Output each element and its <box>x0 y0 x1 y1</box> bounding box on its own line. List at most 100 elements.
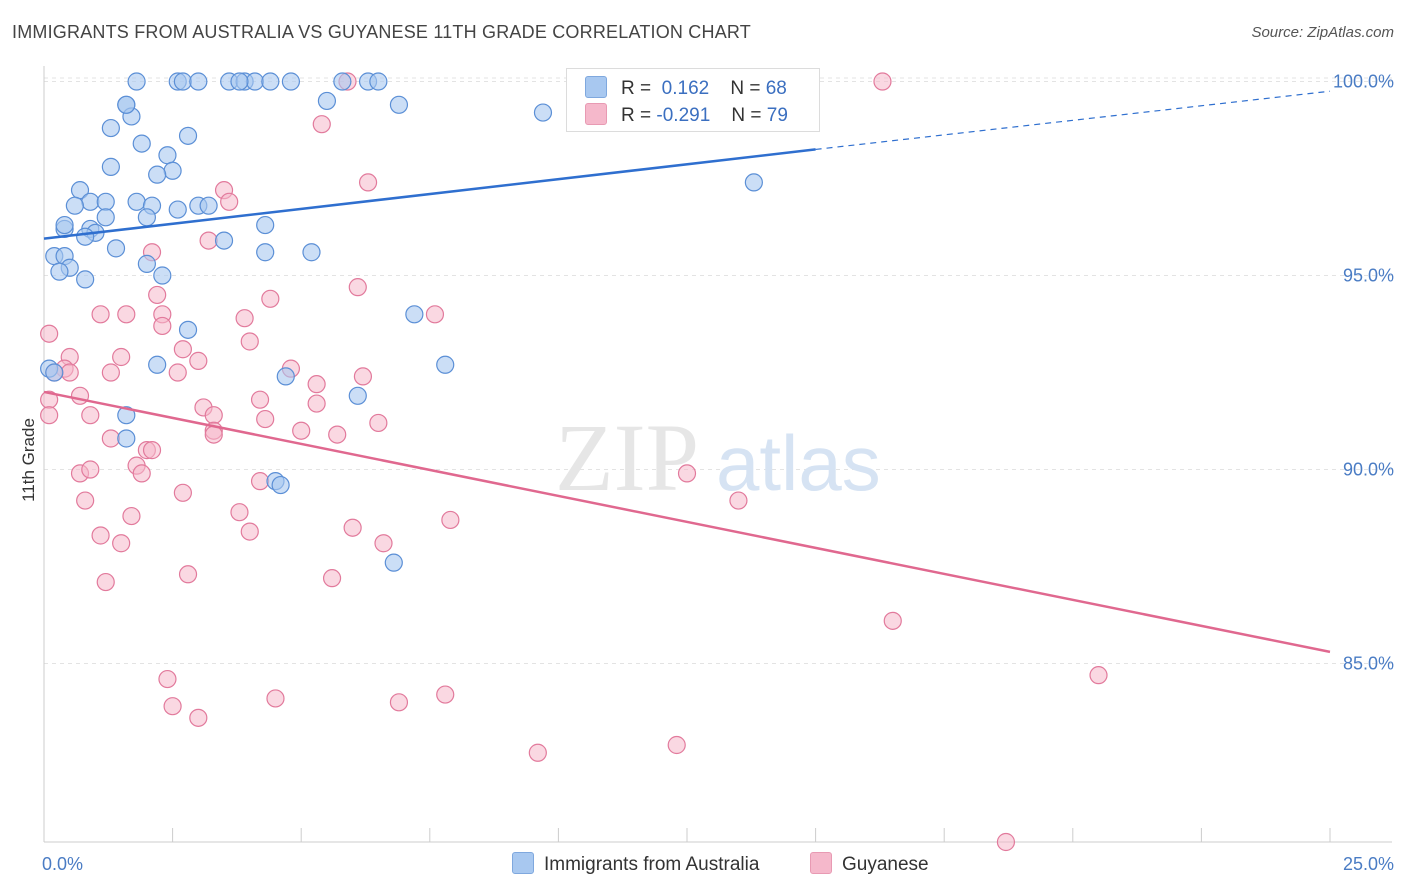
guyanese-point <box>307 394 326 413</box>
guyanese-point <box>528 743 547 762</box>
australia-point <box>96 208 115 227</box>
bottom-legend-swatch-guyanese <box>810 852 832 874</box>
australia-point <box>127 192 146 211</box>
guyanese-point <box>425 305 445 324</box>
legend-r-label: R = <box>621 105 652 126</box>
australia-point <box>163 161 182 180</box>
guyanese-point <box>189 708 208 727</box>
guyanese-point <box>266 689 285 708</box>
axes <box>43 66 1392 843</box>
chart-title: IMMIGRANTS FROM AUSTRALIA VS GUYANESE 11… <box>12 22 751 42</box>
australia-point <box>137 254 156 273</box>
guyanese-point <box>40 324 59 343</box>
guyanese-point <box>173 483 192 502</box>
legend-n-value: 68 <box>765 78 787 99</box>
australia-point <box>533 103 553 122</box>
watermark-atlas: atlas <box>716 419 881 507</box>
legend-row-guyanese: R = -0.291 N = 79 <box>585 103 788 127</box>
guyanese-point <box>343 518 362 537</box>
australia-point <box>76 227 95 246</box>
legend-row-australia: R = 0.162 N = 68 <box>585 76 787 100</box>
guyanese-point <box>70 386 90 405</box>
legend-n-value: 79 <box>766 105 788 126</box>
guyanese-point <box>328 425 347 444</box>
australia-point <box>101 157 120 176</box>
australia-point <box>65 196 84 215</box>
guyanese-point <box>96 572 115 592</box>
australia-point <box>199 196 218 215</box>
guyanese-point <box>261 289 280 308</box>
australia-point <box>214 231 234 250</box>
australia-trend-line <box>43 148 816 240</box>
guyanese-point <box>230 503 249 522</box>
guyanese-point <box>60 363 79 382</box>
y-axis-label: 11th Grade <box>19 418 38 502</box>
australia-point <box>158 146 177 165</box>
bottom-legend-guyanese: Guyanese <box>810 852 929 876</box>
guyanese-point <box>81 406 100 425</box>
guyanese-point <box>91 526 110 545</box>
guyanese-point <box>81 460 100 479</box>
australia-point <box>436 355 455 374</box>
tick-labels: 85.0% 90.0% 95.0% 100.0% 0.0% 25.0% <box>42 72 1394 874</box>
australia-points <box>40 72 763 572</box>
guyanese-point <box>677 464 697 483</box>
guyanese-point <box>40 406 59 425</box>
australia-point <box>148 355 167 374</box>
y-tick-label: 85.0% <box>1343 654 1394 674</box>
australia-point <box>76 270 95 289</box>
x-tick-label: 25.0% <box>1343 854 1394 874</box>
australia-point <box>389 95 409 114</box>
australia-point <box>245 72 265 91</box>
x-tick-label: 0.0% <box>42 854 83 874</box>
australia-point <box>230 72 249 91</box>
guyanese-point <box>173 340 192 359</box>
australia-point <box>256 243 275 262</box>
guyanese-point <box>353 367 373 386</box>
guyanese-point <box>158 669 177 689</box>
guyanese-point <box>101 363 120 382</box>
guyanese-point <box>199 231 218 250</box>
australia-point <box>127 72 146 91</box>
australia-point <box>173 72 192 91</box>
guyanese-point <box>250 390 270 409</box>
australia-point <box>256 215 275 235</box>
legend-n-label: N = <box>730 78 761 99</box>
australia-point <box>281 72 301 91</box>
y-tick-label: 90.0% <box>1343 460 1394 480</box>
watermark-zip: ZIP <box>555 404 699 511</box>
australia-point <box>96 192 115 211</box>
legend-swatch-australia <box>585 76 607 98</box>
australia-point <box>405 305 424 324</box>
australia-point <box>261 72 280 91</box>
legend-r-value: 0.162 <box>661 78 710 99</box>
guyanese-point <box>204 406 223 425</box>
guyanese-point <box>91 305 110 324</box>
australia-point <box>101 118 120 138</box>
guyanese-point <box>168 363 187 382</box>
guyanese-point <box>189 351 208 370</box>
guyanese-point <box>322 569 342 588</box>
guyanese-point <box>358 173 378 192</box>
australia-point <box>45 363 64 382</box>
australia-point <box>50 262 69 281</box>
guyanese-point <box>883 611 902 630</box>
guyanese-point <box>178 565 198 584</box>
australia-point <box>117 429 136 448</box>
australia-point <box>117 95 136 114</box>
guyanese-point <box>389 693 409 712</box>
australia-point <box>153 266 172 285</box>
guyanese-point <box>122 506 141 526</box>
australia-point <box>178 126 198 145</box>
australia-point <box>178 320 198 339</box>
trend-lines <box>43 90 1331 654</box>
guyanese-point <box>132 464 151 483</box>
guyanese-point <box>292 421 311 440</box>
australia-point <box>106 239 126 258</box>
australia-point <box>132 134 151 153</box>
bottom-legend-swatch-australia <box>512 852 534 874</box>
guyanese-point <box>112 347 131 367</box>
guyanese-point <box>1089 666 1108 685</box>
australia-trend-extension <box>815 90 1331 151</box>
